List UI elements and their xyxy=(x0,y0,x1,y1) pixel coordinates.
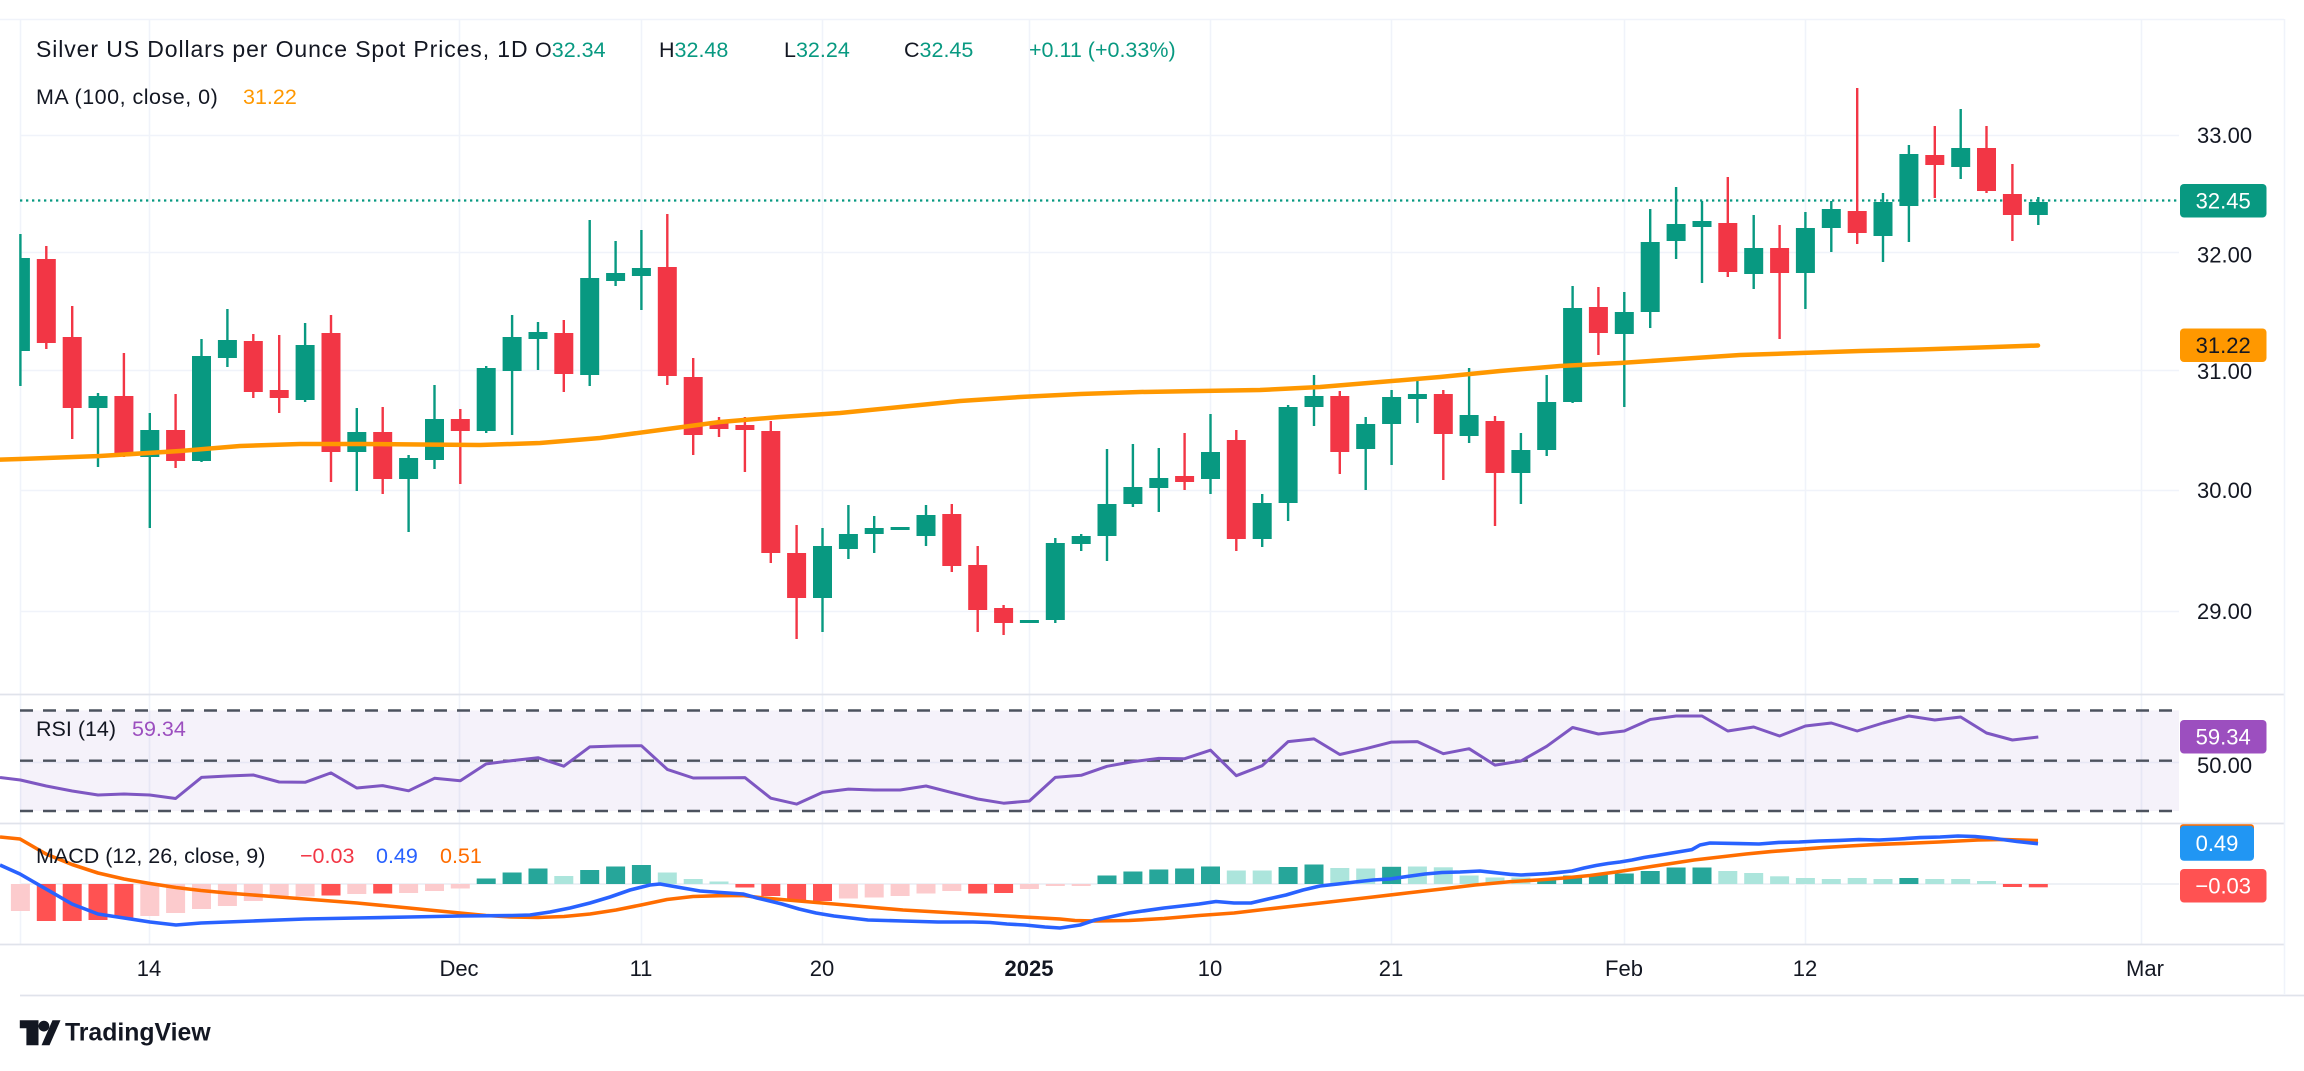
svg-text:0.51: 0.51 xyxy=(440,844,482,868)
svg-text:RSI (14): RSI (14) xyxy=(36,717,116,741)
svg-text:2025: 2025 xyxy=(1005,956,1054,981)
svg-text:−0.03: −0.03 xyxy=(2195,874,2251,899)
svg-text:50.00: 50.00 xyxy=(2197,753,2252,778)
svg-text:32.00: 32.00 xyxy=(2197,243,2252,268)
svg-text:10: 10 xyxy=(1198,956,1222,981)
svg-text:29.00: 29.00 xyxy=(2197,599,2252,624)
svg-text:+0.11 (+0.33%): +0.11 (+0.33%) xyxy=(1029,38,1176,62)
svg-text:31.22: 31.22 xyxy=(2196,333,2251,358)
svg-text:20: 20 xyxy=(810,956,834,981)
svg-text:Mar: Mar xyxy=(2126,956,2164,981)
svg-text:11: 11 xyxy=(630,956,653,981)
svg-text:30.00: 30.00 xyxy=(2197,478,2252,503)
svg-text:H32.48: H32.48 xyxy=(659,38,728,62)
svg-text:Feb: Feb xyxy=(1605,956,1643,981)
svg-text:TradingView: TradingView xyxy=(65,1020,211,1047)
svg-text:31.00: 31.00 xyxy=(2197,359,2252,384)
svg-text:L32.24: L32.24 xyxy=(784,38,850,62)
svg-text:14: 14 xyxy=(137,956,161,981)
svg-text:21: 21 xyxy=(1379,956,1403,981)
svg-text:O32.34: O32.34 xyxy=(535,38,606,62)
svg-text:0.49: 0.49 xyxy=(376,844,418,868)
svg-text:59.34: 59.34 xyxy=(2196,725,2251,750)
svg-text:Silver US Dollars per Ounce Sp: Silver US Dollars per Ounce Spot Prices,… xyxy=(36,36,528,62)
svg-text:MA (100, close, 0): MA (100, close, 0) xyxy=(36,85,218,109)
svg-text:59.34: 59.34 xyxy=(132,717,186,741)
svg-text:31.22: 31.22 xyxy=(243,85,297,109)
svg-text:Dec: Dec xyxy=(439,956,478,981)
svg-text:MACD (12, 26, close, 9): MACD (12, 26, close, 9) xyxy=(36,844,265,868)
svg-text:0.49: 0.49 xyxy=(2196,831,2239,856)
svg-text:12: 12 xyxy=(1793,956,1817,981)
svg-text:−0.03: −0.03 xyxy=(300,844,354,868)
svg-text:32.45: 32.45 xyxy=(2196,189,2251,214)
svg-text:33.00: 33.00 xyxy=(2197,123,2252,148)
svg-text:C32.45: C32.45 xyxy=(904,38,973,62)
